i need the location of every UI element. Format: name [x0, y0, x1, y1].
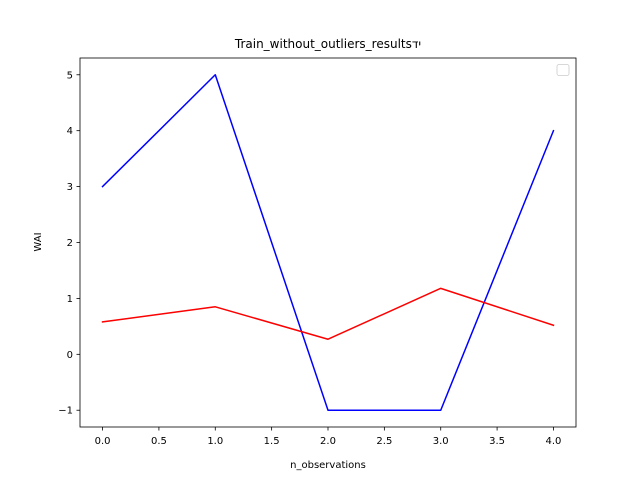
y-tick-label: 5: [67, 70, 73, 81]
series-group: [101, 74, 555, 411]
series-line-1: [101, 74, 555, 411]
y-tick-label: −1: [58, 406, 73, 417]
series-line-2: [101, 287, 555, 340]
legend-box: [556, 64, 570, 76]
x-axis-label: n_observations: [290, 460, 366, 471]
y-tick-label: 0: [67, 350, 73, 361]
x-tick-label: 3.5: [489, 436, 505, 447]
y-tick-label: 1: [67, 294, 73, 305]
y-axis-label: WAI: [33, 232, 44, 251]
x-tick-label: 2.0: [320, 436, 336, 447]
x-tick-label: 2.5: [376, 436, 392, 447]
y-tick-label: 3: [67, 182, 73, 193]
x-tick-label: 0.0: [95, 436, 111, 447]
x-tick-label: 0.5: [151, 436, 167, 447]
y-tick-label: 4: [67, 126, 73, 137]
x-tick-label: 1.5: [264, 436, 280, 447]
chart-title: Train_without_outliers_resultsיד: [234, 37, 421, 51]
y-tick-label: 2: [67, 238, 73, 249]
x-tick-label: 3.0: [433, 436, 449, 447]
x-tick-label: 1.0: [207, 436, 223, 447]
x-tick-label: 4.0: [546, 436, 562, 447]
legend: [556, 64, 570, 76]
axes-group: 0.0 0.5 1.0 1.5 2.0 2.5 3.0 3.5 4.0 −1 0 1 2 3 4 5: [58, 57, 577, 447]
